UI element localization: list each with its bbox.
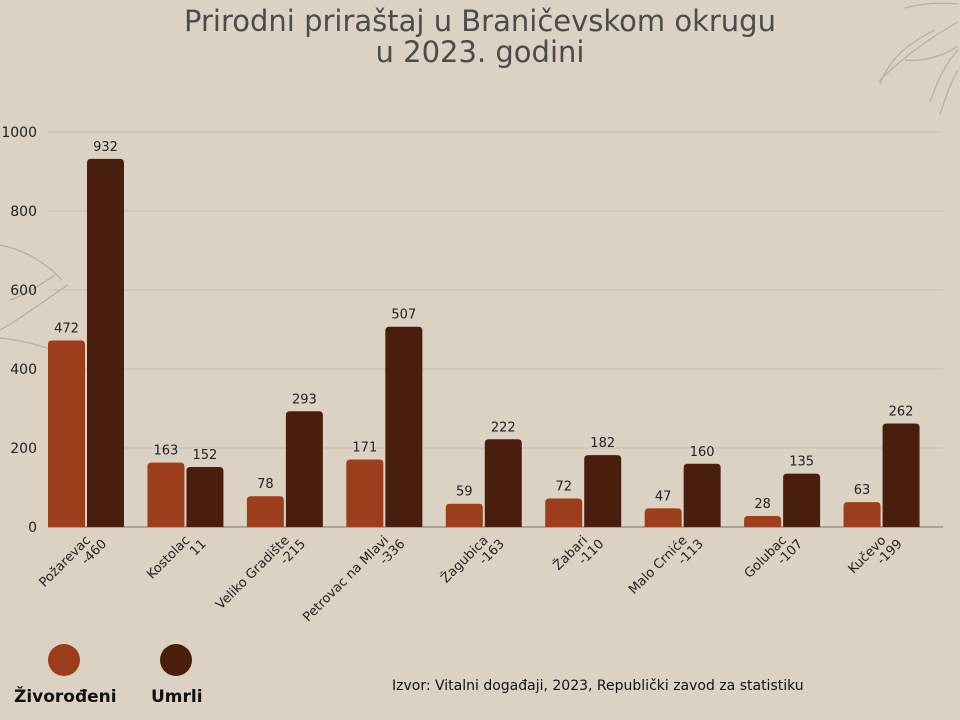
- bar-umrli: [683, 463, 721, 527]
- bar-value-label: 182: [590, 436, 615, 451]
- bar-value-label: 222: [491, 420, 516, 435]
- legend-dot-umrli: [160, 644, 192, 676]
- x-tick-label: Malo Crniće-113: [626, 533, 707, 597]
- bar-zivorodeni: [843, 502, 881, 527]
- chart-title-line1: Prirodni priraštaj u Braničevskom okrugu: [184, 4, 776, 38]
- bar-value-label: 135: [789, 455, 814, 470]
- bar-value-label: 78: [257, 477, 274, 492]
- bar-zivorodeni: [48, 340, 85, 527]
- x-tick-label: Požarevac-460: [37, 533, 111, 590]
- y-tick-label: 600: [10, 283, 37, 299]
- y-tick-label: 0: [28, 520, 37, 536]
- bar-value-label: 262: [889, 405, 914, 420]
- bar-umrli: [783, 473, 821, 527]
- bar-umrli: [285, 411, 323, 527]
- bar-value-label: 293: [292, 392, 317, 407]
- bar-value-label: 171: [352, 440, 377, 455]
- bar-umrli: [385, 326, 423, 527]
- bar-value-labels: 472 932 163 152 78 293 171 507 59 222 72 182 47 160 28…: [54, 140, 913, 512]
- x-tick-label-name: Petrovac na Mlavi: [300, 533, 392, 625]
- x-tick-label: Petrovac na Mlavi-336: [300, 533, 408, 625]
- bar-value-label: 507: [391, 308, 416, 323]
- legend-label-umrli: Umrli: [151, 687, 203, 707]
- bar-zivorodeni: [545, 498, 583, 527]
- bar-value-label: 163: [154, 444, 179, 459]
- chart-title-line2: u 2023. godini: [375, 35, 585, 69]
- y-tick-label: 200: [10, 441, 37, 457]
- x-tick-label: Veliko Gradište-215: [213, 533, 309, 612]
- bar-value-label: 160: [690, 445, 715, 460]
- bar-value-label: 472: [54, 322, 79, 337]
- x-tick-label-name: Veliko Gradište: [213, 533, 292, 612]
- y-axis-ticks: 0 200 400 600 800 1000: [1, 125, 37, 536]
- bar-zivorodeni: [147, 462, 185, 527]
- source-note: Izvor: Vitalni događaji, 2023, Republičk…: [392, 678, 804, 694]
- bar-umrli: [87, 158, 124, 528]
- bar-value-label: 28: [754, 497, 771, 512]
- bar-zivorodeni: [445, 503, 483, 527]
- x-tick-label-name: Malo Crniće: [626, 533, 690, 597]
- y-tick-label: 800: [10, 204, 37, 220]
- bar-umrli: [186, 466, 224, 527]
- legend-dot-zivorodeni: [48, 644, 80, 676]
- bar-value-label: 932: [93, 140, 118, 155]
- bar-value-label: 72: [555, 480, 572, 495]
- x-tick-label: Žagubica-163: [438, 533, 508, 587]
- x-tick-label: Golubac-107: [742, 533, 807, 581]
- legend-label-zivorodeni: Živorođeni: [14, 687, 117, 707]
- bar-umrli: [882, 423, 920, 527]
- chart-title: Prirodni priraštaj u Braničevskom okrugu…: [0, 6, 960, 68]
- bar-zivorodeni: [246, 496, 284, 527]
- bar-value-label: 59: [456, 485, 473, 500]
- x-tick-label: Kučevo-199: [846, 533, 906, 577]
- bar-zivorodeni: [744, 515, 782, 527]
- bar-umrli: [584, 455, 622, 527]
- bar-value-label: 152: [193, 448, 218, 463]
- bar-zivorodeni: [346, 459, 384, 527]
- x-tick-label-name: Kostolac: [144, 533, 193, 582]
- y-tick-label: 1000: [1, 125, 37, 141]
- bar-zivorodeni: [644, 508, 682, 527]
- decorative-leaf-top-right: [877, 2, 959, 116]
- bars: [48, 158, 920, 528]
- bar-value-label: 47: [655, 489, 672, 504]
- x-tick-label-sub: 11: [187, 537, 209, 559]
- bar-umrli: [484, 439, 522, 527]
- y-tick-label: 400: [10, 362, 37, 378]
- x-tick-label: Žabari-110: [550, 533, 607, 574]
- bar-value-label: 63: [854, 483, 871, 498]
